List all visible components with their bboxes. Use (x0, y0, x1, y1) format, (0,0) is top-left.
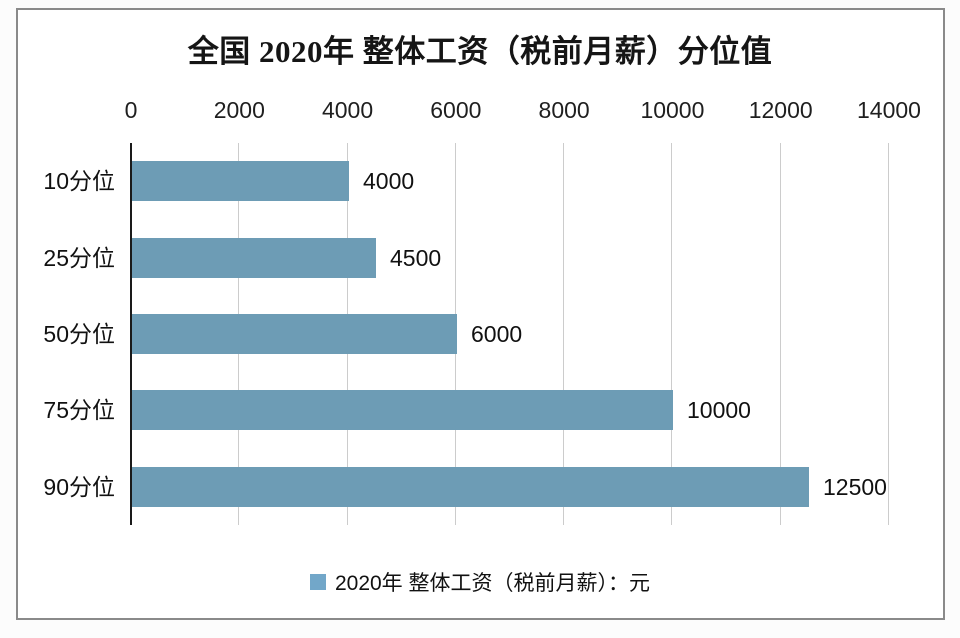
bar (132, 467, 809, 507)
x-axis-tick-labels: 0 2000 4000 6000 8000 10000 12000 14000 (0, 97, 960, 127)
x-tick-label: 4000 (321, 97, 374, 123)
x-tick-label: 6000 (430, 97, 482, 123)
chart-title: 全国 2020年 整体工资（税前月薪）分位值 (187, 34, 773, 69)
x-tick-label: 12000 (748, 97, 813, 123)
category-axis-labels: 10分位 25分位 50分位 75分位 90分位 (0, 143, 118, 525)
x-tick-label: 10000 (640, 97, 705, 123)
x-tick-label: 0 (124, 97, 138, 123)
gridline (779, 143, 781, 525)
legend: 2020年 整体工资（税前月薪）：元 (0, 568, 960, 596)
legend-square-icon (309, 574, 326, 590)
plot-area: 4000 4500 6000 10000 12500 (130, 143, 945, 525)
value-label: 6000 (471, 321, 523, 347)
gridline (671, 143, 673, 525)
bar (132, 161, 349, 201)
bar (132, 314, 457, 354)
value-label: 12500 (823, 474, 887, 500)
category-label: 50分位 (43, 321, 115, 347)
value-label: 4000 (363, 168, 415, 194)
bar (132, 390, 673, 430)
category-label: 10分位 (43, 168, 115, 194)
value-label: 4500 (390, 245, 442, 271)
x-tick-label: 8000 (538, 97, 590, 123)
legend-label: 2020年 整体工资（税前月薪）：元 (334, 572, 651, 595)
bar (132, 238, 376, 278)
gridline (563, 143, 565, 525)
category-label: 75分位 (43, 397, 115, 423)
gridline (888, 143, 889, 525)
category-label: 25分位 (43, 245, 115, 271)
y-axis-line (130, 143, 132, 525)
x-tick-label: 2000 (213, 97, 265, 123)
category-label: 90分位 (43, 474, 115, 500)
x-tick-label: 14000 (857, 97, 921, 123)
value-label: 10000 (687, 397, 751, 423)
